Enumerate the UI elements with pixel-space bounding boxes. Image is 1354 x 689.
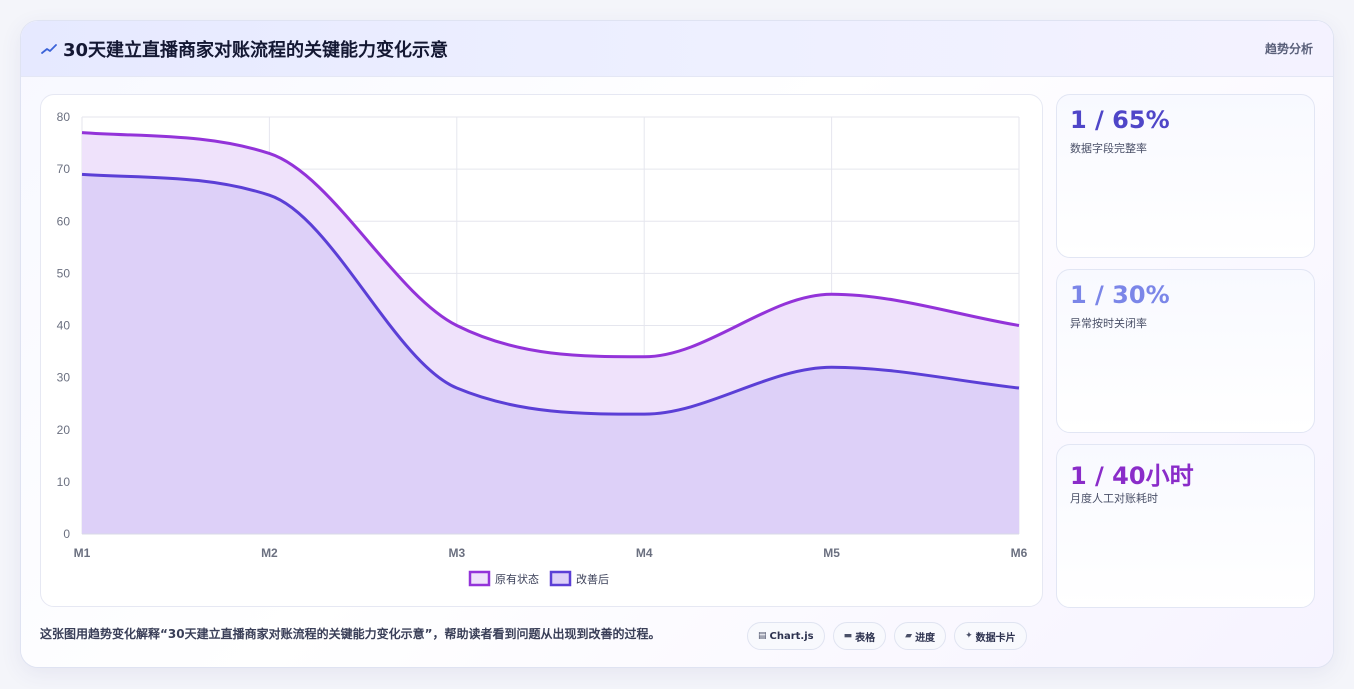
tag-data-cards[interactable]: ✦ 数据卡片 [954,622,1027,650]
stat-label: 数据字段完整率 [1070,142,1147,155]
table-icon: ▬ [843,631,853,641]
y-tick-label: 60 [57,214,71,228]
header-tag: 趋势分析 [1264,42,1313,56]
x-tick-label: M3 [448,546,465,560]
legend-swatch [468,570,491,587]
tag-table[interactable]: ▬ 表格 [832,622,887,650]
series-area-2 [82,174,1019,534]
y-tick-label: 20 [57,423,71,437]
legend-swatch [549,570,572,587]
stat-value: 1 / 40小时 [1070,462,1194,490]
legend-label: 改善后 [576,572,609,586]
y-tick-label: 30 [57,371,71,385]
tag-label: Chart.js [769,630,814,642]
y-tick-label: 80 [57,110,71,124]
y-tick-label: 50 [57,266,71,280]
stat-card-close-rate: 1 / 30% 异常按时关闭率 [1056,269,1315,433]
chart-panel: 0 10 20 30 40 50 60 70 80 M1 M2 M3 M4 M5 M6 原有状态 改善后 [40,94,1043,607]
x-tick-label: M2 [261,546,278,560]
stat-card-completeness: 1 / 65% 数据字段完整率 [1056,94,1315,258]
tag-label: 进度 [915,632,936,644]
chart-icon: ▤ [758,631,767,641]
chart-description: 这张图用趋势变化解释“30天建立直播商家对账流程的关键能力变化示意”，帮助读者看… [40,627,661,641]
tag-label: 表格 [855,632,876,644]
legend-label: 原有状态 [495,572,539,586]
main-card: 30天建立直播商家对账流程的关键能力变化示意 趋势分析 0 10 20 30 40 50 6… [20,20,1334,668]
series-line-2 [81,172,1020,416]
sparkle-icon: ✦ [965,631,973,641]
y-tick-label: 10 [57,475,71,489]
card-header: 30天建立直播商家对账流程的关键能力变化示意 趋势分析 [21,21,1333,77]
area-chart: 0 10 20 30 40 50 60 70 80 M1 M2 M3 M4 M5 M6 原有状态 改善后 [57,110,1028,587]
y-tick-label: 70 [57,162,71,176]
x-tick-label: M6 [1011,546,1028,560]
tag-progress[interactable]: ▰ 进度 [894,622,947,650]
stat-value: 1 / 65% [1070,106,1170,134]
tag-chartjs[interactable]: ▤ Chart.js [747,622,825,650]
page-title: 30天建立直播商家对账流程的关键能力变化示意 [63,40,449,61]
y-tick-label: 40 [57,319,71,333]
trend-line-icon [41,44,57,54]
stat-value: 1 / 30% [1070,281,1170,309]
stat-label: 异常按时关闭率 [1070,317,1147,330]
tech-tags: ▤ Chart.js ▬ 表格 ▰ 进度 ✦ 数据卡片 [747,622,1027,650]
stat-card-hours: 1 / 40小时 月度人工对账耗时 [1056,444,1315,608]
series-line-1 [81,131,1020,359]
tag-label: 数据卡片 [975,632,1016,644]
x-tick-label: M5 [823,546,840,560]
progress-icon: ▰ [905,631,913,641]
x-tick-label: M4 [636,546,653,560]
x-tick-label: M1 [74,546,91,560]
stat-label: 月度人工对账耗时 [1070,492,1158,505]
y-tick-label: 0 [63,527,70,541]
